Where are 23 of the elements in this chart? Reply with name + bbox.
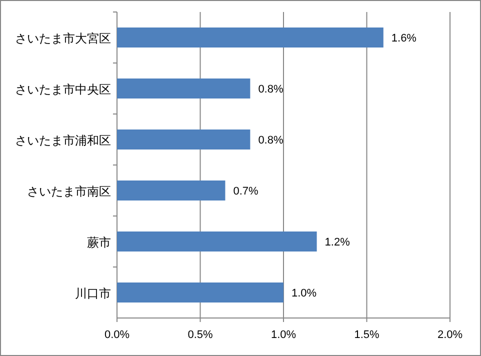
- bar: [117, 232, 317, 252]
- x-tick-label: 2.0%: [437, 329, 463, 341]
- bar: [117, 130, 250, 150]
- data-label: 0.7%: [233, 186, 259, 198]
- y-tick-label: さいたま市南区: [27, 184, 111, 198]
- y-tick-label: さいたま市中央区: [15, 82, 111, 96]
- data-label: 1.2%: [324, 236, 350, 248]
- bar: [117, 282, 284, 302]
- y-tick-label: 川口市: [75, 286, 111, 300]
- data-label: 1.0%: [292, 288, 317, 300]
- data-label: 0.8%: [258, 84, 284, 96]
- bar: [117, 28, 384, 48]
- x-tick-label: 0.5%: [188, 329, 213, 341]
- bar: [117, 78, 250, 98]
- x-tick-label: 1.5%: [354, 329, 380, 341]
- y-tick-label: さいたま市大宮区: [15, 32, 111, 46]
- y-tick-label: さいたま市浦和区: [15, 134, 111, 148]
- x-tick-label: 1.0%: [270, 329, 296, 341]
- y-tick-label: 蕨市: [87, 236, 111, 250]
- data-label: 1.6%: [391, 32, 417, 44]
- bar: [117, 180, 226, 200]
- data-label: 0.8%: [258, 134, 284, 146]
- x-tick-label: 0.0%: [104, 329, 130, 341]
